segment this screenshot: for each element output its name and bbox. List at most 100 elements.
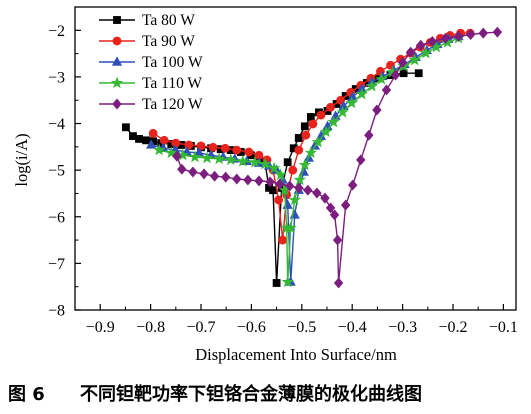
data-point bbox=[316, 110, 326, 120]
x-tick-label: −0.8 bbox=[136, 319, 165, 336]
data-point bbox=[209, 170, 220, 182]
data-point bbox=[372, 104, 382, 116]
data-point bbox=[274, 178, 285, 190]
legend-marker bbox=[110, 76, 124, 89]
x-tick-label: −0.3 bbox=[388, 319, 417, 336]
legend-entry-ta-80-w: Ta 80 W bbox=[99, 12, 195, 29]
data-point bbox=[300, 122, 309, 131]
figure-caption: 图 6 不同钽靶功率下钽铬合金薄膜的极化曲线图 bbox=[0, 380, 531, 410]
data-point bbox=[364, 129, 374, 141]
data-point bbox=[405, 46, 416, 58]
data-point bbox=[236, 154, 249, 167]
series-ta-120-w bbox=[172, 26, 503, 289]
data-point bbox=[419, 46, 432, 59]
x-tick-label: −0.9 bbox=[86, 319, 115, 336]
data-point bbox=[243, 174, 253, 186]
data-point bbox=[294, 134, 303, 142]
data-point bbox=[172, 150, 182, 162]
data-point bbox=[142, 136, 150, 145]
data-point bbox=[244, 147, 254, 157]
data-point bbox=[258, 157, 272, 170]
data-point bbox=[288, 193, 301, 206]
data-point bbox=[220, 143, 230, 153]
data-point bbox=[326, 102, 335, 112]
data-point bbox=[336, 105, 349, 118]
y-axis-label: log(i/A) bbox=[12, 133, 31, 186]
y-tick-label: −4 bbox=[48, 116, 65, 133]
x-tick-label: −0.4 bbox=[338, 319, 367, 336]
data-point bbox=[248, 155, 262, 168]
y-tick-label: −2 bbox=[48, 23, 65, 40]
legend-swatch bbox=[99, 56, 135, 66]
legend-entry-ta-120-w: Ta 120 W bbox=[99, 96, 203, 113]
data-point bbox=[492, 26, 503, 38]
caption-text: 不同钽靶功率下钽铬合金薄膜的极化曲线图 bbox=[80, 384, 422, 405]
data-point bbox=[327, 115, 340, 128]
data-point bbox=[196, 141, 206, 151]
data-point bbox=[427, 36, 438, 47]
data-point bbox=[212, 152, 226, 165]
data-point bbox=[416, 39, 426, 51]
data-point bbox=[188, 150, 202, 163]
data-point bbox=[399, 69, 408, 78]
data-point bbox=[408, 53, 421, 66]
legend-marker bbox=[113, 16, 121, 24]
data-point bbox=[159, 135, 169, 145]
data-point bbox=[254, 175, 264, 187]
x-tick-label: −0.5 bbox=[287, 319, 316, 336]
data-point bbox=[294, 182, 304, 194]
legend-swatch bbox=[99, 36, 135, 46]
data-point bbox=[284, 221, 297, 234]
data-point bbox=[289, 209, 300, 219]
data-point bbox=[312, 187, 322, 199]
series-layer bbox=[122, 26, 503, 289]
data-point bbox=[440, 32, 451, 44]
data-point bbox=[298, 158, 311, 171]
data-point bbox=[281, 275, 294, 288]
data-point bbox=[232, 145, 242, 155]
y-tick-label: −8 bbox=[48, 303, 65, 320]
legend-swatch bbox=[99, 98, 135, 110]
data-point bbox=[329, 209, 340, 221]
polarization-chart: −0.9 −0.8 −0.7 −0.6 −0.5 −0.4 −0.3 −0.2 −0.1 −8 −7… bbox=[12, 6, 518, 364]
data-point bbox=[199, 168, 209, 180]
data-point bbox=[311, 135, 325, 148]
data-point bbox=[274, 195, 284, 205]
data-point bbox=[274, 168, 287, 181]
data-point bbox=[153, 143, 166, 156]
data-point bbox=[148, 128, 158, 138]
data-point bbox=[332, 234, 343, 246]
data-point bbox=[285, 180, 295, 192]
data-point bbox=[375, 72, 388, 85]
data-point bbox=[319, 125, 333, 138]
data-point bbox=[303, 184, 313, 196]
legend-swatch bbox=[99, 16, 135, 24]
axes: −0.9 −0.8 −0.7 −0.6 −0.5 −0.4 −0.3 −0.2 −0.1 −8 −7… bbox=[48, 6, 518, 336]
data-point bbox=[348, 179, 358, 191]
data-point bbox=[177, 163, 187, 175]
caption-label: 图 6 bbox=[8, 384, 45, 405]
x-axis-label: Displacement Into Surface/nm bbox=[195, 345, 397, 364]
data-point bbox=[267, 161, 281, 174]
legend-label: Ta 80 W bbox=[142, 12, 195, 29]
data-point bbox=[333, 277, 344, 289]
data-point bbox=[381, 84, 392, 96]
data-point bbox=[283, 158, 292, 167]
legend-label: Ta 110 W bbox=[142, 75, 202, 92]
data-point bbox=[308, 119, 318, 129]
data-point bbox=[478, 27, 488, 39]
data-point bbox=[135, 135, 143, 143]
data-point bbox=[356, 154, 366, 166]
legend-marker bbox=[111, 56, 123, 66]
data-point bbox=[200, 151, 214, 164]
y-tick-label: −5 bbox=[48, 163, 65, 180]
data-point bbox=[397, 57, 408, 68]
data-point bbox=[208, 142, 218, 152]
data-point bbox=[345, 96, 358, 109]
legend-marker bbox=[112, 36, 122, 46]
y-tick-label: −6 bbox=[48, 209, 65, 226]
data-point bbox=[232, 173, 242, 185]
data-point bbox=[165, 146, 178, 159]
data-point bbox=[306, 113, 315, 121]
